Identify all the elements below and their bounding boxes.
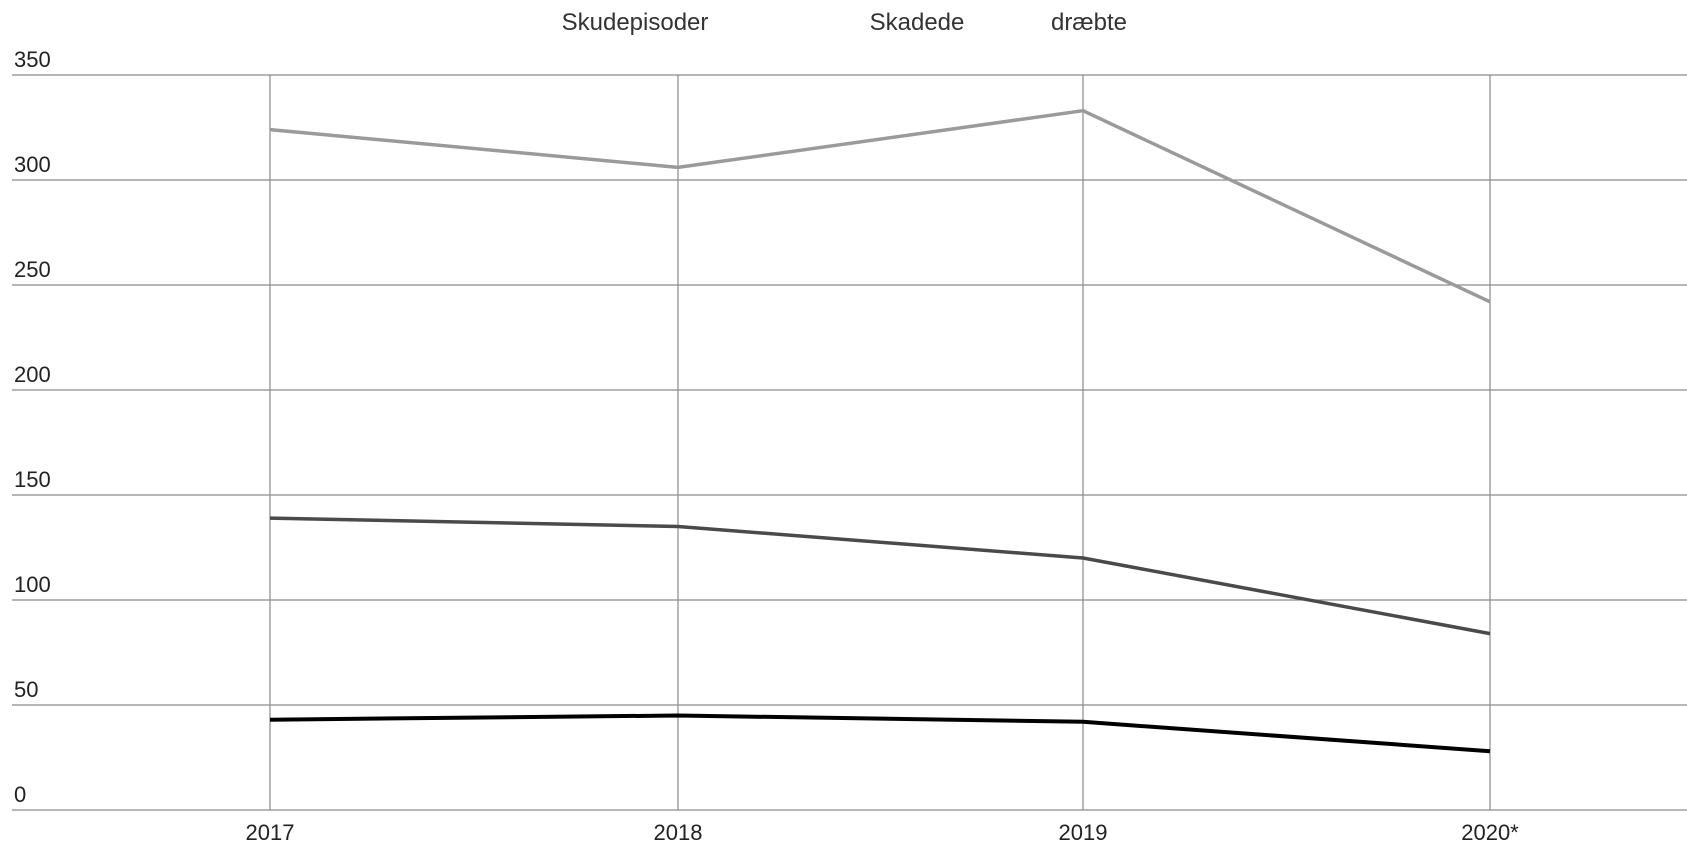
series-lines xyxy=(269,108,1491,754)
y-tick-label: 100 xyxy=(14,572,51,597)
y-tick-label: 150 xyxy=(14,467,51,492)
y-tick-label: 0 xyxy=(14,782,26,807)
y-axis-tick-labels: 0 50 100 150 200 250 300 350 xyxy=(14,47,51,807)
series-line-skudepisoder xyxy=(269,108,1491,304)
legend-label-draebte: dræbte xyxy=(1051,9,1127,36)
legend: Skudepisoder Skadede dræbte xyxy=(562,9,1127,36)
y-tick-label: 300 xyxy=(14,152,51,177)
y-tick-label: 50 xyxy=(14,677,38,702)
x-tick-label: 2017 xyxy=(246,820,295,843)
series-line-skadede xyxy=(269,516,1491,636)
x-tick-label: 2020* xyxy=(1461,820,1519,843)
y-tick-label: 250 xyxy=(14,257,51,282)
legend-label-skadede: Skadede xyxy=(870,9,965,36)
y-tick-label: 350 xyxy=(14,47,51,72)
y-tick-label: 200 xyxy=(14,362,51,387)
gridlines xyxy=(12,74,1687,811)
x-tick-label: 2019 xyxy=(1059,820,1108,843)
x-axis-tick-labels: 2017 2018 2019 2020* xyxy=(246,820,1520,843)
series-line-draebte xyxy=(269,713,1491,754)
x-tick-label: 2018 xyxy=(654,820,703,843)
legend-label-skudepisoder: Skudepisoder xyxy=(562,9,709,36)
